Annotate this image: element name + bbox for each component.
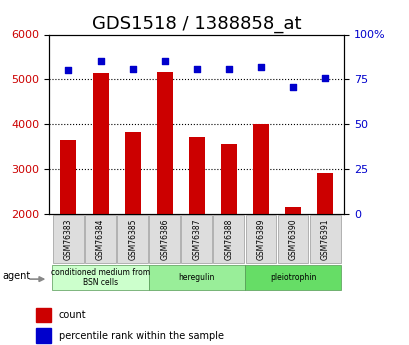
Text: heregulin: heregulin <box>178 273 214 282</box>
FancyBboxPatch shape <box>244 265 340 290</box>
Bar <box>284 207 300 304</box>
Point <box>161 59 168 64</box>
Text: pleiotrophin: pleiotrophin <box>269 273 315 282</box>
Text: conditioned medium from
BSN cells: conditioned medium from BSN cells <box>51 268 150 287</box>
FancyBboxPatch shape <box>245 215 276 263</box>
FancyBboxPatch shape <box>53 215 84 263</box>
Text: GSM76389: GSM76389 <box>256 218 265 260</box>
FancyBboxPatch shape <box>52 265 148 290</box>
Bar <box>60 140 76 304</box>
Text: GSM76384: GSM76384 <box>96 218 105 260</box>
Bar <box>316 172 333 304</box>
Text: GSM76388: GSM76388 <box>224 218 233 259</box>
Point <box>193 66 200 71</box>
FancyBboxPatch shape <box>148 265 244 290</box>
FancyBboxPatch shape <box>181 215 212 263</box>
FancyBboxPatch shape <box>117 215 148 263</box>
Text: GSM76385: GSM76385 <box>128 218 137 260</box>
Point <box>289 84 296 89</box>
Text: GSM76391: GSM76391 <box>320 218 329 260</box>
Point <box>225 66 231 71</box>
Title: GDS1518 / 1388858_at: GDS1518 / 1388858_at <box>92 15 301 33</box>
FancyBboxPatch shape <box>309 215 340 263</box>
Bar <box>156 72 172 304</box>
Bar <box>36 308 51 322</box>
Text: count: count <box>58 310 86 320</box>
FancyBboxPatch shape <box>213 215 244 263</box>
Text: percentile rank within the sample: percentile rank within the sample <box>58 331 223 341</box>
Bar <box>36 328 51 343</box>
Point <box>129 66 135 71</box>
FancyBboxPatch shape <box>85 215 116 263</box>
Bar <box>220 144 236 304</box>
Bar <box>252 124 268 304</box>
Bar <box>124 132 140 304</box>
Text: GSM76383: GSM76383 <box>64 218 73 260</box>
FancyBboxPatch shape <box>149 215 180 263</box>
FancyBboxPatch shape <box>277 215 308 263</box>
Point <box>321 75 328 80</box>
Text: agent: agent <box>2 272 31 281</box>
Text: GSM76390: GSM76390 <box>288 218 297 260</box>
Point <box>65 68 72 73</box>
Text: GSM76386: GSM76386 <box>160 218 169 260</box>
Text: GSM76387: GSM76387 <box>192 218 201 260</box>
Point <box>97 59 103 64</box>
Bar <box>188 137 204 304</box>
Point <box>257 64 264 70</box>
Bar <box>92 73 108 304</box>
